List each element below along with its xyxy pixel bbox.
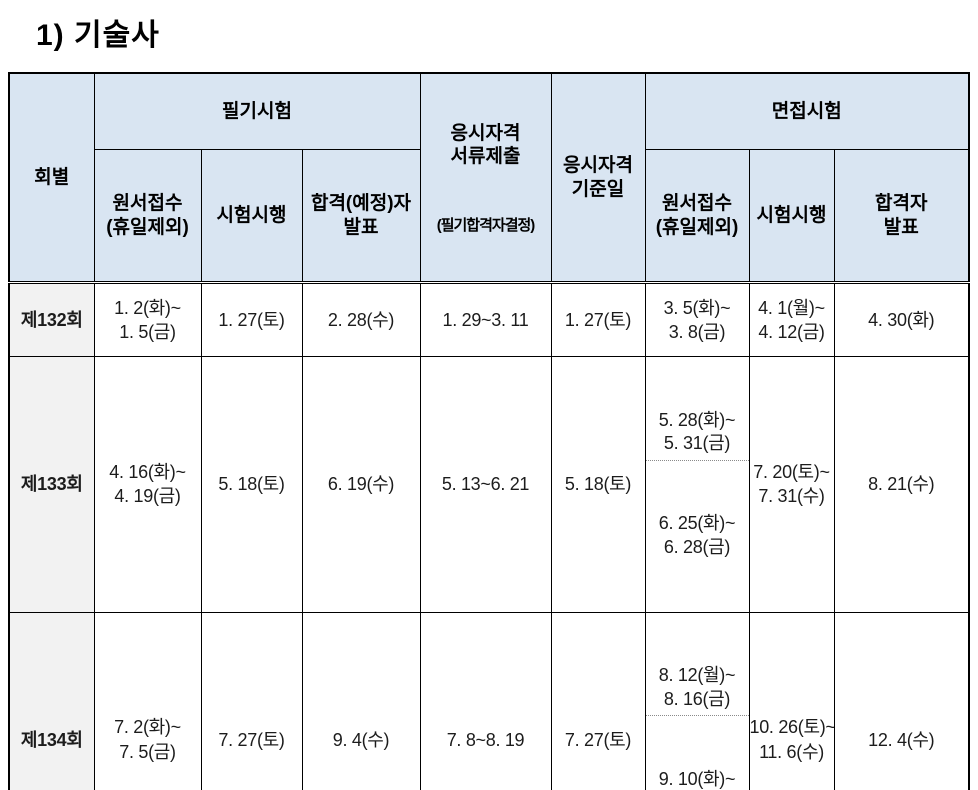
cell-round: 제134회 xyxy=(8,611,95,790)
col-header-interview-exam-date: 시험시행 xyxy=(748,148,835,285)
table-row-132: 제132회 1. 2(화)~ 1. 5(금) 1. 27(토) 2. 28(수)… xyxy=(8,282,970,358)
cell-interview-exam-date: 7. 20(토)~ 7. 31(수) xyxy=(748,356,835,613)
cell-round: 제132회 xyxy=(8,282,95,358)
cell-interview-result: 4. 30(화) xyxy=(833,282,970,358)
cell-interview-apply: 3. 5(화)~ 3. 8(금) xyxy=(644,282,750,358)
cell-eligibility-date: 5. 18(토) xyxy=(550,356,646,613)
cell-doc-submit: 5. 13~6. 21 xyxy=(419,356,552,613)
col-header-written-apply: 원서접수 (휴일제외) xyxy=(93,148,202,285)
interview-apply-period-1: 5. 28(화)~ 5. 31(금) xyxy=(646,406,748,461)
cell-written-result: 2. 28(수) xyxy=(301,282,421,358)
section-title-professional-engineer: 1) 기술사 xyxy=(36,19,160,52)
cell-eligibility-date: 7. 27(토) xyxy=(550,611,646,790)
cell-interview-exam-date: 10. 26(토)~ 11. 6(수) xyxy=(748,611,835,790)
col-header-interview-result: 합격자 발표 xyxy=(833,148,970,285)
col-header-interview-apply: 원서접수 (휴일제외) xyxy=(644,148,750,285)
cell-round: 제133회 xyxy=(8,356,95,613)
doc-submit-label: 응시자격 서류제출 xyxy=(450,122,521,168)
cell-interview-apply: 5. 28(화)~ 5. 31(금) 6. 25(화)~ 6. 28(금) xyxy=(644,356,750,613)
col-header-round: 회별 xyxy=(8,72,95,285)
table-header: 회별 필기시험 응시자격 서류제출 (필기합격자결정) 응시자격 기준일 면접시… xyxy=(8,72,970,285)
col-group-written-exam: 필기시험 xyxy=(93,72,421,150)
cell-written-apply: 1. 2(화)~ 1. 5(금) xyxy=(93,282,202,358)
col-header-written-exam-date: 시험시행 xyxy=(200,148,303,285)
doc-submit-note: (필기합격자결정) xyxy=(436,216,536,234)
table-row-134: 제134회 7. 2(화)~ 7. 5(금) 7. 27(토) 9. 4(수) … xyxy=(8,611,970,790)
cell-doc-submit: 7. 8~8. 19 xyxy=(419,611,552,790)
interview-apply-period-2: 9. 10(화)~ 9. 13(금) xyxy=(658,768,736,789)
col-header-written-result: 합격(예정)자 발표 xyxy=(301,148,421,285)
cell-written-exam-date: 7. 27(토) xyxy=(200,611,303,790)
section-professional-engineer: 1) 기술사 회별 필기시험 응시자격 서류제출 (필기합격자결정) 응시자격 … xyxy=(8,10,971,790)
table-row-133: 제133회 4. 16(화)~ 4. 19(금) 5. 18(토) 6. 19(… xyxy=(8,356,970,613)
cell-written-apply: 7. 2(화)~ 7. 5(금) xyxy=(93,611,202,790)
schedule-table-professional-engineer: 회별 필기시험 응시자격 서류제출 (필기합격자결정) 응시자격 기준일 면접시… xyxy=(8,72,971,790)
interview-apply-period-1: 8. 12(월)~ 8. 16(금) xyxy=(646,661,748,716)
interview-apply-period-2: 6. 25(화)~ 6. 28(금) xyxy=(658,513,736,557)
cell-written-apply: 4. 16(화)~ 4. 19(금) xyxy=(93,356,202,613)
col-header-doc-submit: 응시자격 서류제출 (필기합격자결정) xyxy=(419,72,552,285)
col-group-interview-exam: 면접시험 xyxy=(644,72,970,150)
cell-interview-exam-date: 4. 1(월)~ 4. 12(금) xyxy=(748,282,835,358)
col-header-eligibility-date: 응시자격 기준일 xyxy=(550,72,646,285)
cell-written-exam-date: 1. 27(토) xyxy=(200,282,303,358)
cell-eligibility-date: 1. 27(토) xyxy=(550,282,646,358)
cell-written-exam-date: 5. 18(토) xyxy=(200,356,303,613)
cell-written-result: 9. 4(수) xyxy=(301,611,421,790)
cell-doc-submit: 1. 29~3. 11 xyxy=(419,282,552,358)
cell-interview-apply: 8. 12(월)~ 8. 16(금) 9. 10(화)~ 9. 13(금) xyxy=(644,611,750,790)
cell-written-result: 6. 19(수) xyxy=(301,356,421,613)
cell-interview-result: 8. 21(수) xyxy=(833,356,970,613)
cell-interview-result: 12. 4(수) xyxy=(833,611,970,790)
